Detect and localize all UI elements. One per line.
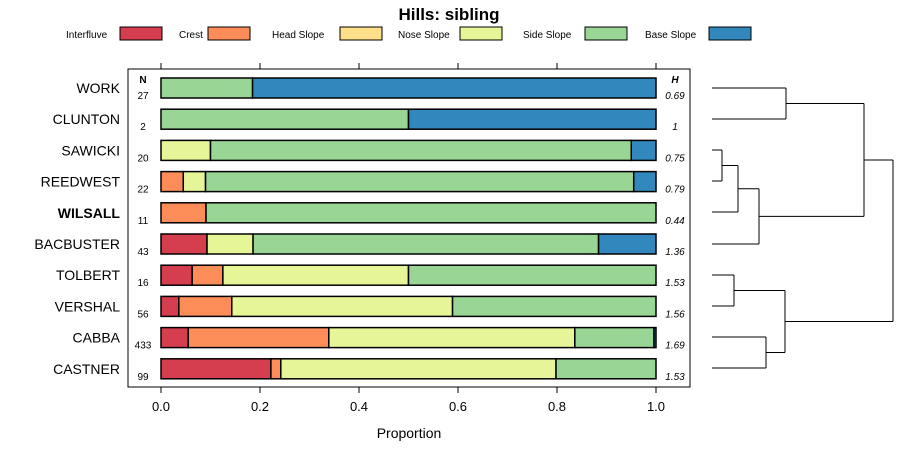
- bar-cabba-crest: [187, 326, 330, 349]
- legend-swatch-interfluve: [119, 26, 163, 41]
- row-label-vershal: VERSHAL: [55, 298, 121, 314]
- bar-reedwest-base-slope: [632, 170, 657, 193]
- x-tick-label-2: 0.4: [350, 399, 368, 414]
- chart-title: Hills: sibling: [398, 5, 499, 24]
- h-value-bacbuster: 1.36: [665, 247, 685, 258]
- bars: [160, 77, 657, 380]
- legend-swatch-nose-slope: [459, 26, 503, 41]
- bar-bacbuster-base-slope: [597, 233, 657, 255]
- n-value-reedwest: 22: [137, 185, 149, 196]
- legend-swatch-head-slope: [339, 26, 383, 41]
- bar-work-base-slope: [251, 77, 657, 99]
- row-label-cabba: CABBA: [73, 330, 121, 346]
- n-value-wilsall: 11: [138, 216, 149, 227]
- x-axis-label: Proportion: [377, 425, 442, 441]
- n-value-bacbuster: 43: [137, 247, 149, 258]
- legend-swatch-base-slope: [708, 26, 752, 41]
- bar-cabba-side-slope: [574, 326, 655, 349]
- h-value-wilsall: 0.44: [665, 216, 685, 227]
- n-value-vershal: 56: [137, 309, 149, 320]
- bar-vershal-interfluve: [160, 295, 180, 318]
- legend-swatch-crest: [207, 26, 251, 41]
- bar-tolbert-crest: [191, 264, 224, 286]
- row-label-clunton: CLUNTON: [53, 111, 120, 127]
- bar-castner-interfluve: [160, 358, 272, 380]
- h-value-reedwest: 0.79: [665, 185, 685, 196]
- legend-label-nose-slope: Nose Slope: [398, 30, 450, 41]
- row-label-reedwest: REEDWEST: [41, 174, 121, 190]
- bar-sawicki-side-slope: [209, 139, 632, 162]
- bar-reedwest-nose-slope: [182, 170, 207, 193]
- bar-clunton-base-slope: [407, 108, 657, 130]
- row-labels: N H WORK 27 0.69 CLUNTON 2 1 SAWICKI 20 0.75 REEDWE…: [34, 75, 685, 383]
- bar-wilsall-crest: [160, 202, 207, 224]
- legend-label-head-slope: Head Slope: [272, 30, 325, 41]
- n-value-sawicki: 20: [137, 153, 149, 164]
- row-label-tolbert: TOLBERT: [56, 267, 121, 283]
- n-value-cabba: 433: [135, 341, 152, 352]
- row-label-work: WORK: [76, 80, 120, 96]
- row-label-castner: CASTNER: [53, 361, 120, 377]
- bar-sawicki-nose-slope: [160, 139, 212, 162]
- bar-reedwest-crest: [160, 170, 185, 193]
- bar-sawicki-base-slope: [630, 139, 657, 162]
- bar-castner-crest: [270, 358, 282, 380]
- bar-tolbert-nose-slope: [222, 264, 410, 286]
- bar-castner-nose-slope: [280, 358, 557, 380]
- bar-wilsall-side-slope: [205, 202, 657, 224]
- bar-tolbert-side-slope: [407, 264, 657, 286]
- x-tick-label-3: 0.6: [449, 399, 467, 414]
- h-value-cabba: 1.69: [665, 341, 685, 352]
- legend: Interfluve Crest Head Slope Nose Slope Side …: [66, 26, 752, 41]
- bar-cabba-nose-slope: [328, 326, 576, 349]
- legend-label-side-slope: Side Slope: [523, 30, 572, 41]
- legend-label-interfluve: Interfluve: [66, 30, 108, 41]
- n-value-castner: 99: [137, 372, 149, 383]
- bar-reedwest-side-slope: [204, 170, 635, 193]
- dendrogram: [712, 87, 894, 369]
- row-label-sawicki: SAWICKI: [61, 142, 120, 158]
- legend-label-crest: Crest: [179, 30, 203, 41]
- row-label-wilsall: WILSALL: [58, 205, 121, 221]
- plot-frame: [127, 68, 691, 388]
- bar-cabba-interfluve: [160, 326, 189, 349]
- h-value-clunton: 1: [672, 122, 678, 133]
- n-value-tolbert: 16: [137, 278, 149, 289]
- h-value-sawicki: 0.75: [665, 153, 685, 164]
- legend-label-base-slope: Base Slope: [645, 30, 697, 41]
- bar-bacbuster-side-slope: [252, 233, 600, 255]
- x-tick-label-1: 0.2: [251, 399, 269, 414]
- bar-vershal-crest: [178, 295, 233, 318]
- bar-bacbuster-nose-slope: [206, 233, 254, 255]
- bar-vershal-nose-slope: [231, 295, 454, 318]
- h-value-vershal: 1.56: [665, 309, 685, 320]
- h-value-tolbert: 1.53: [665, 278, 685, 289]
- bar-vershal-side-slope: [451, 295, 657, 318]
- bar-work-side-slope: [160, 77, 254, 99]
- n-value-work: 27: [137, 91, 149, 102]
- x-tick-label-5: 1.0: [647, 399, 665, 414]
- bar-cabba-base-slope: [653, 326, 657, 349]
- h-value-work: 0.69: [665, 91, 685, 102]
- h-header: H: [671, 75, 679, 86]
- x-tick-label-0: 0.0: [152, 399, 170, 414]
- axes: 0.0 0.2 0.4 0.6 0.8 1.0: [152, 63, 665, 414]
- h-value-castner: 1.53: [665, 372, 685, 383]
- n-header: N: [139, 75, 146, 86]
- bar-castner-side-slope: [555, 358, 657, 380]
- row-label-bacbuster: BACBUSTER: [34, 236, 120, 252]
- bar-tolbert-interfluve: [160, 264, 193, 286]
- legend-swatch-side-slope: [584, 26, 628, 41]
- bar-clunton-side-slope: [160, 108, 410, 130]
- n-value-clunton: 2: [140, 122, 146, 133]
- bar-bacbuster-interfluve: [160, 233, 208, 255]
- x-tick-label-4: 0.8: [548, 399, 566, 414]
